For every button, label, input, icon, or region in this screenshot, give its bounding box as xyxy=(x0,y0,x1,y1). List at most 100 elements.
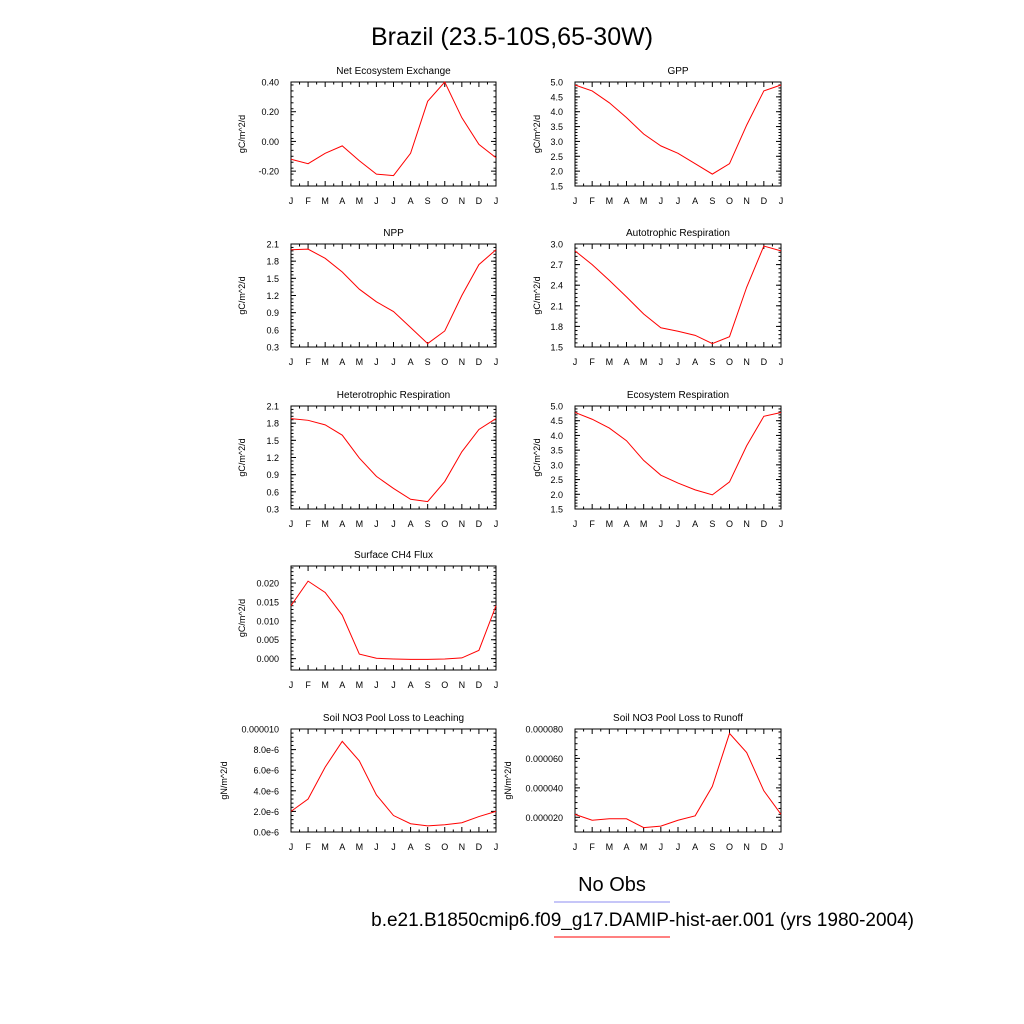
y-tick-label: 1.8 xyxy=(550,322,563,332)
x-tick-label: J xyxy=(391,842,396,852)
y-tick-label: 0.3 xyxy=(266,343,279,353)
y-tick-label: 6.0e-6 xyxy=(253,766,279,776)
y-tick-label: 0.005 xyxy=(256,635,279,645)
series-line xyxy=(290,580,497,660)
y-tick-label: 2.4 xyxy=(550,281,563,291)
y-tick-label: 0.20 xyxy=(261,107,279,117)
x-tick-label: M xyxy=(356,196,364,206)
legend-model-label: b.e21.B1850cmip6.f09_g17.DAMIP-hist-aer.… xyxy=(371,910,914,931)
x-tick-label: A xyxy=(408,842,414,852)
y-tick-label: 1.5 xyxy=(550,505,563,515)
y-tick-label: 4.0e-6 xyxy=(253,786,279,796)
y-tick-label: 0.40 xyxy=(261,78,279,88)
x-tick-label: J xyxy=(779,519,784,529)
x-tick-label: O xyxy=(726,842,733,852)
x-tick-label: J xyxy=(289,196,294,206)
y-tick-label: 3.0 xyxy=(550,460,563,470)
plot-frame xyxy=(290,81,497,187)
y-tick-label: 1.2 xyxy=(266,291,279,301)
y-tick-label: 1.5 xyxy=(550,343,563,353)
x-tick-label: M xyxy=(356,680,364,690)
y-tick-label: 5.0 xyxy=(550,402,563,412)
x-tick-label: D xyxy=(476,842,483,852)
x-tick-label: O xyxy=(441,196,448,206)
y-tick-label: 0.9 xyxy=(266,470,279,480)
x-tick-label: N xyxy=(743,842,750,852)
y-tick-label: 2.0 xyxy=(550,490,563,500)
y-tick-label: 0.000020 xyxy=(525,813,563,823)
y-axis-label: gC/m^2/d xyxy=(237,276,247,314)
x-tick-label: D xyxy=(761,357,768,367)
x-tick-label: J xyxy=(676,357,681,367)
x-tick-label: J xyxy=(676,842,681,852)
x-tick-label: D xyxy=(761,196,768,206)
x-tick-label: N xyxy=(459,357,466,367)
x-tick-label: M xyxy=(640,519,648,529)
x-tick-label: A xyxy=(692,196,698,206)
plot-frame xyxy=(290,243,497,348)
y-tick-label: 0.0e-6 xyxy=(253,828,279,838)
x-tick-label: J xyxy=(573,842,578,852)
x-tick-label: J xyxy=(391,680,396,690)
x-tick-label: A xyxy=(339,357,345,367)
x-tick-label: J xyxy=(573,357,578,367)
y-axis-label: gC/m^2/d xyxy=(237,438,247,476)
x-tick-label: A xyxy=(339,680,345,690)
y-tick-label: 1.5 xyxy=(266,436,279,446)
x-tick-label: N xyxy=(743,196,750,206)
x-tick-label: S xyxy=(709,519,715,529)
x-tick-label: M xyxy=(606,842,614,852)
y-tick-label: 2.1 xyxy=(266,240,279,250)
x-tick-label: D xyxy=(761,842,768,852)
series-line xyxy=(290,740,497,827)
y-tick-label: -0.20 xyxy=(258,167,279,177)
x-tick-label: J xyxy=(676,196,681,206)
y-axis-label: gC/m^2/d xyxy=(532,276,542,314)
x-tick-label: F xyxy=(305,519,311,529)
x-tick-label: O xyxy=(441,680,448,690)
x-tick-label: M xyxy=(356,519,364,529)
x-tick-label: J xyxy=(374,842,379,852)
x-tick-label: J xyxy=(374,519,379,529)
panel-title: Autotrophic Respiration xyxy=(626,228,730,239)
x-tick-label: A xyxy=(408,519,414,529)
y-tick-label: 0.00 xyxy=(261,137,279,147)
x-tick-label: A xyxy=(692,519,698,529)
y-tick-label: 1.5 xyxy=(266,274,279,284)
x-tick-label: J xyxy=(659,357,664,367)
x-tick-label: D xyxy=(476,519,483,529)
x-tick-label: S xyxy=(709,842,715,852)
x-tick-label: D xyxy=(476,357,483,367)
x-tick-label: M xyxy=(640,196,648,206)
y-axis-label: gC/m^2/d xyxy=(532,438,542,476)
y-tick-label: 0.000040 xyxy=(525,783,563,793)
x-tick-label: J xyxy=(494,196,499,206)
y-tick-label: 2.0 xyxy=(550,167,563,177)
plot-frame xyxy=(290,728,497,833)
plot-frame xyxy=(574,728,782,833)
panel-title: Surface CH4 Flux xyxy=(354,550,433,561)
x-tick-label: J xyxy=(374,196,379,206)
x-tick-label: J xyxy=(494,842,499,852)
series-line xyxy=(290,418,497,503)
series-line xyxy=(574,245,782,345)
x-tick-label: J xyxy=(289,842,294,852)
x-tick-label: N xyxy=(743,357,750,367)
x-tick-label: F xyxy=(305,842,311,852)
x-tick-label: M xyxy=(640,357,648,367)
y-axis-label: gN/m^2/d xyxy=(503,761,513,799)
x-tick-label: J xyxy=(779,196,784,206)
x-tick-label: J xyxy=(779,357,784,367)
y-tick-label: 8.0e-6 xyxy=(253,745,279,755)
series-line xyxy=(574,411,782,496)
y-axis-label: gN/m^2/d xyxy=(219,761,229,799)
x-tick-label: S xyxy=(425,519,431,529)
x-tick-label: O xyxy=(726,357,733,367)
y-tick-label: 2.7 xyxy=(550,260,563,270)
x-tick-label: S xyxy=(709,196,715,206)
